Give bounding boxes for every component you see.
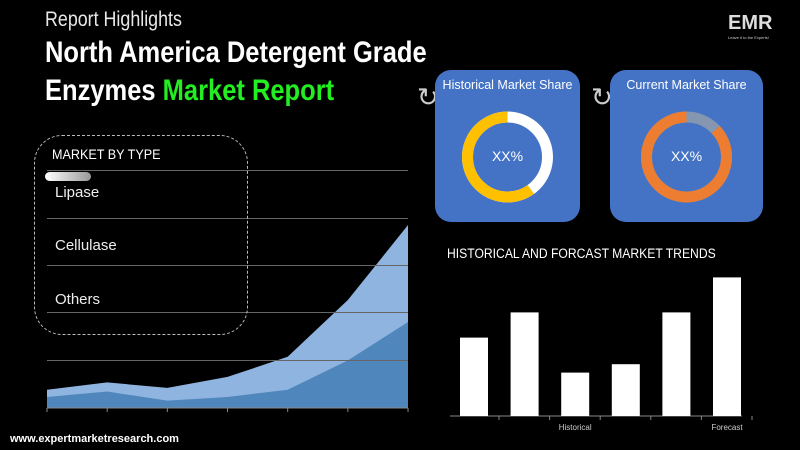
report-title-line2: Enzymes Market Report	[45, 74, 334, 108]
market-by-type-heading: MARKET BY TYPE	[52, 146, 161, 162]
card-value: XX%	[491, 148, 524, 164]
emr-logo: EMR Leave it to the Experts!	[728, 12, 772, 40]
bar-x-label: Forecast	[711, 423, 743, 432]
footer-url[interactable]: www.expertmarketresearch.com	[10, 433, 179, 445]
market-by-type-box	[34, 135, 248, 335]
donut-chart	[641, 111, 732, 203]
donut-chart	[462, 111, 553, 203]
logo-tagline: Leave it to the Experts!	[728, 35, 769, 40]
divider-line	[47, 218, 408, 219]
bar-chart-title: HISTORICAL AND FORCAST MARKET TRENDS	[447, 246, 716, 261]
historical-share-card: Historical Market Share XX%	[435, 70, 580, 222]
title-green: Market Report	[162, 74, 335, 107]
title-white: Enzymes	[45, 74, 156, 107]
donut-share-arc	[462, 111, 553, 203]
curved-arrow-icon: ↻	[417, 82, 439, 112]
divider-line	[47, 170, 408, 171]
card-title: Historical Market Share	[442, 78, 573, 92]
area-series-dark	[47, 321, 409, 408]
curved-arrow-icon: ↻	[591, 82, 613, 112]
type-item-cellulase: Cellulase	[55, 237, 117, 254]
divider-line	[47, 360, 408, 361]
type-item-lipase: Lipase	[55, 184, 100, 201]
bar-x-label: Historical	[558, 423, 592, 432]
current-share-card: Current Market Share XX%	[610, 70, 763, 222]
report-title-line1: North America Detergent Grade	[45, 36, 427, 69]
report-subtitle: Report Highlights	[45, 8, 182, 31]
divider-line	[47, 265, 408, 266]
card-title: Current Market Share	[626, 78, 747, 92]
area-series-light	[47, 225, 409, 408]
logo-text: EMR	[728, 12, 773, 34]
decorative-pill	[45, 172, 91, 181]
card-value: XX%	[670, 148, 703, 164]
type-item-others: Others	[55, 291, 101, 308]
donut-share-arc	[641, 111, 732, 203]
